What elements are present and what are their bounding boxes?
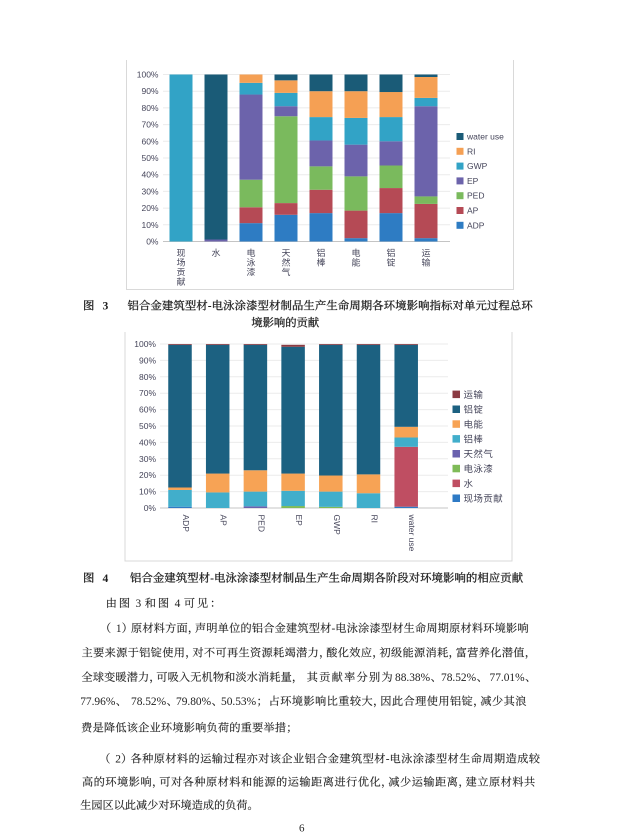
svg-text:EP: EP [294,515,304,527]
svg-text:80%: 80% [139,372,156,382]
svg-text:70%: 70% [141,120,158,130]
svg-text:70%: 70% [139,388,156,398]
svg-text:30%: 30% [139,454,156,464]
svg-text:-: - [386,754,390,766]
svg-text:40%: 40% [139,437,156,447]
svg-text:water use: water use [466,132,504,142]
svg-text:-: - [208,300,212,313]
svg-text:PED: PED [467,191,484,201]
svg-text:RI: RI [467,146,476,156]
svg-text:water use: water use [407,514,417,552]
svg-text:30%: 30% [141,186,158,196]
svg-text:4: 4 [175,598,181,610]
svg-text:AP: AP [219,515,229,527]
svg-text:79.80%: 79.80% [176,696,212,708]
svg-text:20%: 20% [141,203,158,213]
svg-text:50%: 50% [141,153,158,163]
svg-text:100%: 100% [134,339,156,349]
svg-text:RI: RI [370,515,380,524]
svg-text:EP: EP [467,176,479,186]
svg-text:20%: 20% [139,470,156,480]
svg-text:90%: 90% [139,355,156,365]
svg-text:AP: AP [467,206,479,216]
svg-text:1: 1 [116,623,122,635]
svg-text:78.52%: 78.52% [131,696,167,708]
svg-text:50.53%: 50.53% [221,696,257,708]
svg-text:4: 4 [103,572,109,585]
svg-text:3: 3 [103,300,109,313]
svg-text:6: 6 [299,823,305,835]
svg-text:100%: 100% [137,70,159,80]
svg-text:50%: 50% [139,421,156,431]
svg-text:60%: 60% [139,405,156,415]
svg-text:60%: 60% [141,136,158,146]
svg-text:ADP: ADP [181,515,191,533]
svg-text:77.96%: 77.96% [80,696,116,708]
svg-text:40%: 40% [141,170,158,180]
svg-text:88.38%: 88.38% [395,672,431,684]
svg-text:0%: 0% [144,503,157,513]
svg-text:80%: 80% [141,103,158,113]
svg-text:GWP: GWP [332,515,342,536]
svg-text:77.01%: 77.01% [490,672,526,684]
svg-text:-: - [332,623,336,635]
svg-text:0%: 0% [146,237,159,247]
svg-text:90%: 90% [141,86,158,96]
svg-text:10%: 10% [141,220,158,230]
svg-text:GWP: GWP [467,161,488,171]
svg-text:3: 3 [136,598,142,610]
svg-text:-: - [210,572,214,585]
svg-text:ADP: ADP [467,220,485,230]
svg-text:2: 2 [115,754,121,766]
svg-text:78.52%: 78.52% [441,672,477,684]
svg-text:10%: 10% [139,487,156,497]
svg-text:PED: PED [256,515,266,532]
